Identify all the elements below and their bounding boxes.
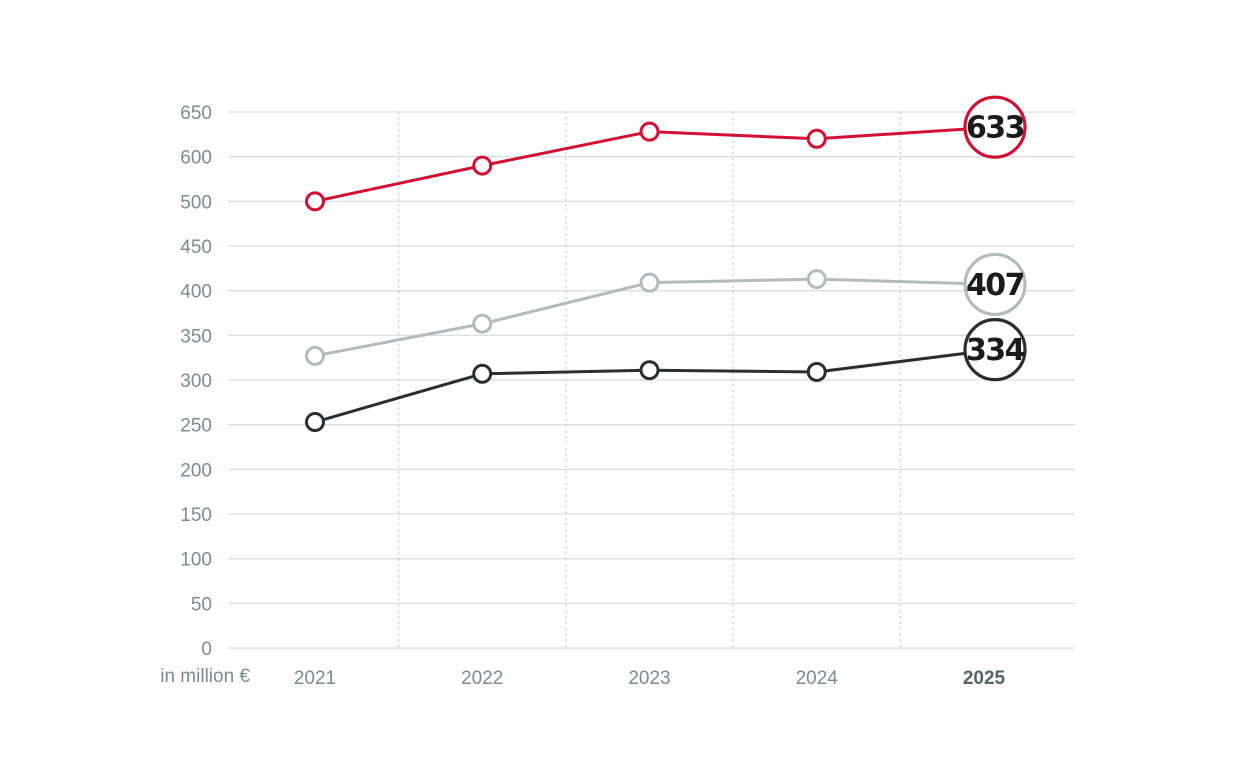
y-tick-label: 500	[180, 192, 212, 213]
y-tick-label: 350	[180, 326, 212, 347]
marker-red-2024	[806, 128, 827, 149]
marker-red-2021	[305, 191, 325, 212]
y-tick-label: 0	[201, 639, 212, 660]
end-value-label-red: 633	[966, 111, 1024, 146]
marker-black-2023	[639, 360, 660, 381]
end-circle-black	[963, 318, 1027, 382]
y-tick-label: 100	[180, 550, 212, 571]
marker-gray-2023	[639, 272, 660, 293]
marker-black-2021	[305, 412, 325, 433]
end-circle-red	[963, 95, 1027, 159]
marker-black-2024	[806, 361, 827, 382]
y-tick-label: 450	[180, 237, 212, 258]
x-tick-label-2023: 2023	[628, 668, 670, 689]
end-value-label-gray: 407	[966, 268, 1024, 303]
y-tick-label: 300	[180, 371, 212, 392]
x-tick-label-2022: 2022	[461, 668, 503, 689]
y-tick-label: 150	[180, 505, 212, 526]
marker-red-2023	[639, 121, 660, 142]
marker-gray-2024	[806, 269, 827, 290]
end-circle-gray	[963, 252, 1027, 317]
y-tick-label: 50	[191, 594, 212, 615]
y-tick-label: 200	[180, 460, 212, 481]
y-tick-label: 400	[180, 282, 212, 303]
y-tick-label: 600	[180, 148, 212, 169]
series-line-black	[313, 348, 997, 424]
marker-black-2022	[472, 363, 493, 384]
marker-gray-2022	[472, 313, 493, 334]
marker-red-2022	[472, 155, 493, 176]
end-value-label-black: 334	[966, 333, 1025, 368]
y-axis-unit-label: in million €	[160, 666, 250, 687]
marker-gray-2021	[305, 345, 325, 366]
x-tick-label-2021: 2021	[294, 668, 336, 689]
y-tick-label: 250	[180, 416, 212, 437]
y-tick-label: 650	[180, 103, 212, 124]
x-tick-label-2025: 2025	[963, 668, 1006, 689]
x-tick-label-2024: 2024	[796, 668, 839, 689]
